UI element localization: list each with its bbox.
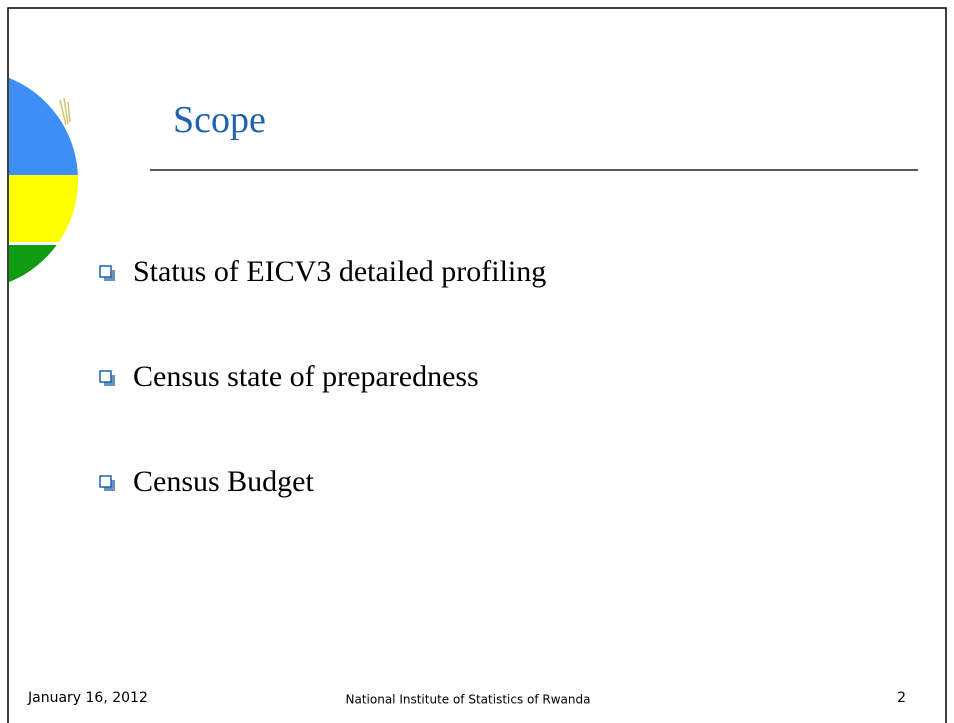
bullet-marker [99,265,115,281]
bullet-text: Census state of preparedness [133,360,479,393]
slide-border [7,7,947,723]
bullet-marker [99,475,115,491]
footer-organization: National Institute of Statistics of Rwan… [346,693,591,707]
bullet-marker [99,370,115,386]
bullet-list: Status of EICV3 detailed profiling Censu… [99,255,546,498]
bullet-text: Status of EICV3 detailed profiling [133,255,546,288]
slide-title: Scope [173,99,266,141]
flag-emblem [9,70,78,290]
bullet-text: Census Budget [133,465,315,498]
footer-date: January 16, 2012 [27,690,148,706]
page-number: 2 [897,690,906,706]
